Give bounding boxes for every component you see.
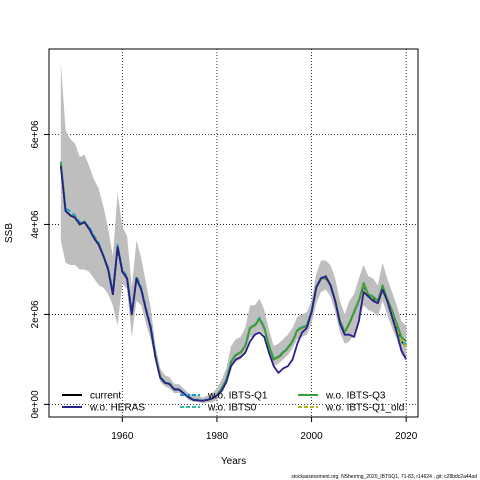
y-axis-title: SSB <box>4 223 15 243</box>
series-line-w-o-heras <box>59 165 407 402</box>
legend-label-w-o-heras: w.o. HERAS <box>89 403 145 414</box>
y-tick-label-1: 2e+06 <box>30 300 41 329</box>
legend-label-current: current <box>90 391 121 402</box>
x-axis-title: Years <box>221 456 246 467</box>
legend-label-w-o-ibts-q1-old: w.o. IBTS-Q1_old <box>325 403 404 414</box>
confidence-band-group <box>60 62 407 404</box>
y-tick-label-2: 4e+06 <box>30 210 41 239</box>
legend-label-w-o-ibts-q3: w.o. IBTS-Q3 <box>325 391 386 402</box>
x-tick-label-0: 1960 <box>111 431 134 442</box>
plot-frame <box>48 48 419 418</box>
x-tick-label-1: 1980 <box>206 431 229 442</box>
footer-caption: stockassessment.org, NSherring_2020_IBTS… <box>291 474 477 480</box>
x-tick-label-2: 2000 <box>300 431 323 442</box>
legend-label-w-o-ibts-q1: w.o. IBTS-Q1 <box>207 391 268 402</box>
axes-group: 1960 1980 2000 2020 0e+00 2e+06 4e+06 6e+06 <box>30 120 418 442</box>
x-tick-label-3: 2020 <box>395 431 418 442</box>
confidence-band <box>60 62 407 404</box>
series-lines-group <box>59 161 407 402</box>
y-tick-label-0: 0e+00 <box>30 390 41 419</box>
y-tick-label-3: 6e+06 <box>30 120 41 149</box>
legend-label-w-o-ibts0: w.o. IBTS0 <box>207 403 257 414</box>
